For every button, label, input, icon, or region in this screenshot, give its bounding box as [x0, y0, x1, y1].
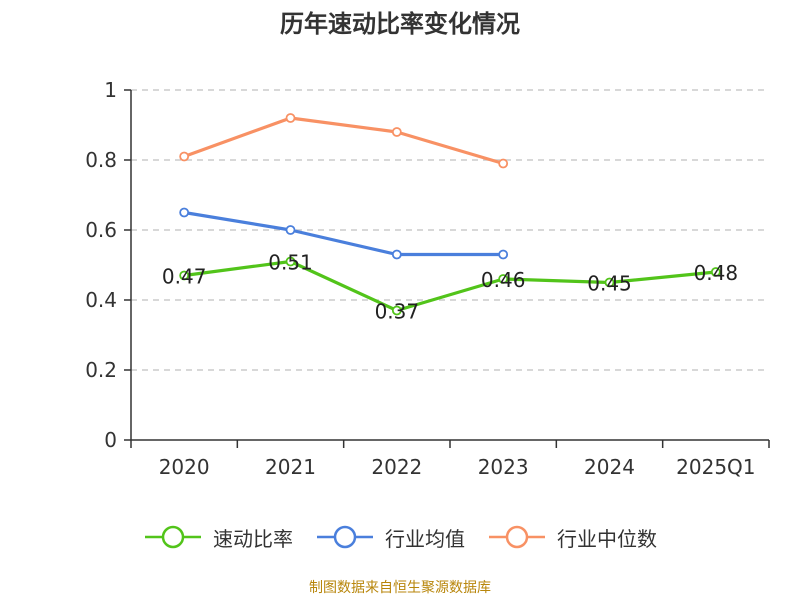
data-point — [179, 207, 190, 218]
data-point — [285, 225, 296, 235]
series-line — [183, 259, 716, 313]
legend-line-icon — [489, 525, 545, 549]
data-point — [710, 267, 721, 277]
data-label: 0.51 — [268, 251, 313, 275]
y-tick-label: 0.6 — [85, 218, 117, 242]
y-tick-label: 0.8 — [85, 148, 117, 172]
legend-label: 行业中位数 — [557, 526, 657, 551]
data-point — [498, 274, 509, 284]
y-tick-label: 0 — [104, 428, 117, 452]
x-tick-label: 2020 — [159, 455, 210, 479]
data-point — [179, 151, 190, 162]
data-point — [391, 249, 402, 260]
y-tick-label: 0.4 — [85, 288, 117, 312]
y-tick-label: 1 — [104, 78, 117, 102]
legend-item-industry-mean[interactable]: 行业均值 — [315, 522, 465, 552]
legend-label: 速动比率 — [213, 526, 293, 551]
data-label: 0.45 — [587, 272, 632, 296]
data-label: 0.37 — [375, 300, 420, 324]
data-point — [498, 249, 509, 260]
series-line — [183, 210, 504, 257]
data-point — [179, 270, 190, 281]
x-tick-label: 2022 — [371, 455, 422, 479]
data-label: 0.47 — [162, 265, 207, 289]
data-label: 0.46 — [481, 268, 526, 292]
chart-title: 历年速动比率变化情况 — [280, 10, 520, 38]
legend-line-icon — [317, 525, 373, 549]
y-tick-label: 0.2 — [85, 358, 117, 382]
data-point — [604, 277, 615, 288]
source-note: 制图数据来自恒生聚源数据库 — [309, 580, 491, 596]
x-tick-label: 2023 — [478, 455, 529, 479]
data-point — [285, 256, 296, 267]
data-point — [285, 113, 296, 123]
legend-item-quick-ratio[interactable]: 速动比率 — [143, 522, 293, 552]
legend-item-industry-median[interactable]: 行业中位数 — [487, 522, 657, 552]
x-tick-label: 2021 — [265, 455, 316, 479]
legend: 速动比率 行业均值 行业中位数 — [0, 520, 800, 554]
data-point — [391, 305, 402, 316]
x-tick-label: 2024 — [584, 455, 635, 479]
data-point — [391, 127, 402, 137]
legend-line-icon — [145, 525, 201, 549]
legend-label: 行业均值 — [385, 526, 465, 551]
x-tick-label: 2025Q1 — [676, 455, 755, 479]
series-line — [183, 116, 504, 166]
data-label: 0.48 — [694, 261, 739, 285]
data-point — [498, 158, 509, 169]
